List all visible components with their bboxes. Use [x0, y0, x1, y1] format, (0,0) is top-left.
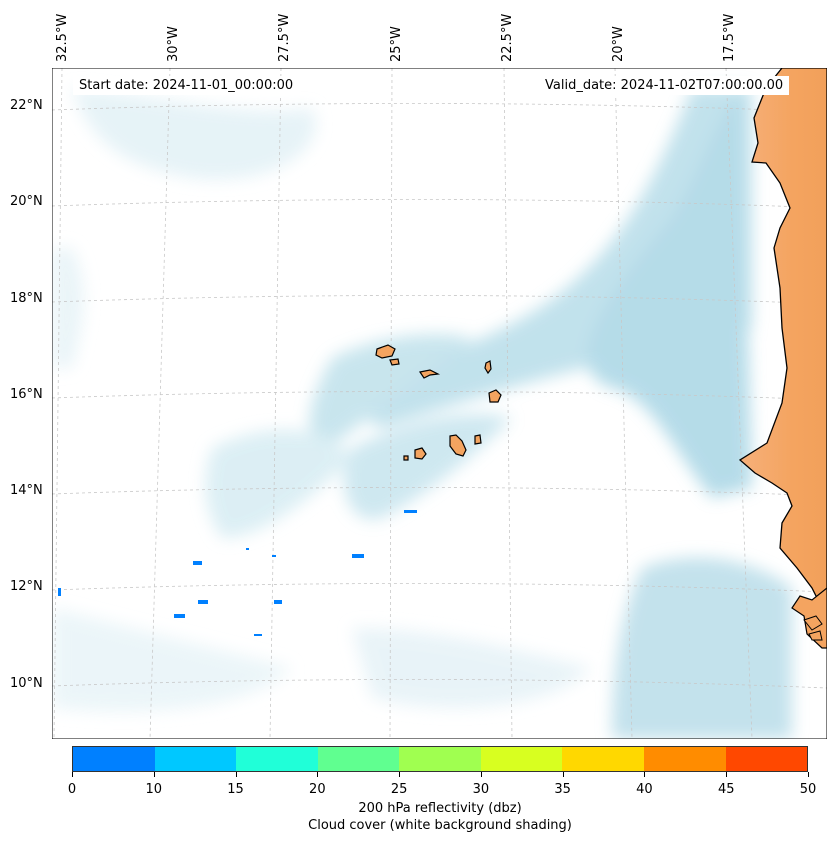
reflectivity-patch	[272, 555, 276, 557]
colorbar-segment	[73, 747, 155, 771]
reflectivity-patch	[198, 600, 208, 604]
reflectivity-patch	[352, 554, 364, 558]
colorbar-tick-label: 20	[309, 782, 326, 797]
colorbar-segment	[562, 747, 644, 771]
map-panel	[52, 68, 827, 739]
colorbar-tickmark	[808, 772, 809, 777]
start-date-label: Start date: 2024-11-01_00:00:00	[73, 76, 300, 95]
africa-coastline	[738, 68, 827, 629]
island-maio	[474, 434, 482, 445]
island-boa-vista	[488, 389, 502, 403]
colorbar-label-line1: 200 hPa reflectivity (dbz)	[358, 801, 522, 816]
colorbar-tick-label: 45	[717, 782, 735, 797]
colorbar-segment	[236, 747, 318, 771]
lon-label-20w: 20°W	[611, 26, 626, 62]
colorbar-tickmark	[72, 772, 73, 777]
island-santo-antao	[375, 344, 396, 359]
colorbar-tickmark	[562, 772, 564, 777]
colorbar-tickmark	[153, 772, 155, 777]
island-sal	[484, 360, 492, 375]
colorbar-tickmark	[235, 772, 237, 777]
reflectivity-patch	[58, 588, 61, 596]
island-sao-nicolau	[419, 369, 441, 379]
colorbar-segment	[725, 747, 808, 771]
island-fogo	[414, 447, 427, 460]
reflectivity-patches	[58, 510, 417, 636]
colorbar-tick-label: 35	[554, 782, 571, 797]
colorbar-label-line2: Cloud cover (white background shading)	[308, 818, 572, 833]
reflectivity-patch	[274, 600, 282, 604]
island-santiago	[449, 434, 467, 457]
cape-verde-islands	[375, 344, 502, 461]
colorbar-tickmark	[399, 772, 401, 777]
graticule	[52, 68, 827, 739]
colorbar-segment	[399, 747, 481, 771]
lat-label-22n: 22°N	[10, 98, 43, 113]
lon-label-27-5w: 27.5°W	[277, 13, 292, 62]
colorbar-tick-label: 10	[145, 782, 163, 797]
colorbar-tick-label: 50	[799, 782, 817, 797]
colorbar-tick-label: 15	[227, 782, 244, 797]
lon-label-17-5w: 17.5°W	[722, 13, 737, 62]
colorbar-tick-label: 40	[636, 782, 653, 797]
colorbar-tickmark	[317, 772, 319, 777]
lat-label-20n: 20°N	[10, 194, 43, 209]
island-brava	[403, 455, 409, 461]
lon-label-25w: 25°W	[389, 26, 404, 62]
colorbar-tick-label: 25	[390, 782, 408, 797]
cloud-cover-shading	[52, 88, 792, 739]
bijagos-islands	[803, 615, 823, 641]
colorbar-tickmark	[480, 772, 482, 777]
valid-date-label: Valid_date: 2024-11-02T07:00:00.00	[539, 76, 790, 95]
reflectivity-patch	[254, 634, 262, 636]
reflectivity-patch	[174, 614, 185, 618]
lon-label-32-5w: 32.5°W	[55, 13, 70, 62]
lat-label-12n: 12°N	[10, 579, 43, 594]
colorbar-tickmark	[644, 772, 646, 777]
reflectivity-patch	[193, 561, 202, 565]
reflectivity-patch	[246, 548, 249, 550]
colorbar-segment	[643, 747, 726, 771]
colorbar-tick-label: 30	[472, 782, 490, 797]
lat-label-16n: 16°N	[10, 387, 43, 402]
lat-label-10n: 10°N	[10, 676, 43, 691]
reflectivity-colorbar	[72, 746, 808, 772]
colorbar-segment	[480, 747, 563, 771]
reflectivity-patch	[404, 510, 417, 513]
lat-label-14n: 14°N	[10, 483, 43, 498]
colorbar-segment	[317, 747, 400, 771]
lat-label-18n: 18°N	[10, 291, 43, 306]
colorbar-tick-label: 0	[67, 782, 77, 797]
colorbar-tickmark	[726, 772, 728, 777]
lon-label-30w: 30°W	[166, 26, 181, 62]
island-sao-vicente	[389, 358, 400, 366]
lon-label-22-5w: 22.5°W	[500, 13, 515, 62]
colorbar-segment	[154, 747, 237, 771]
